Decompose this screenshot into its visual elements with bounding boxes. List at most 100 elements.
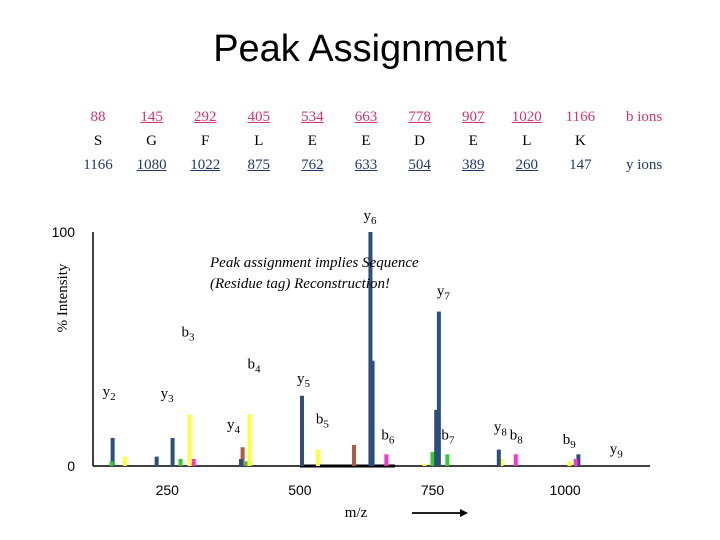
y-ion-peak [300,395,305,466]
y-ion-mass: 147 [569,157,592,173]
x-tick-label: 750 [421,482,445,498]
peak-label-b8: b8 [510,427,524,446]
minor-peak [370,360,375,466]
sequence-cell: 1166 K 147 [550,105,610,177]
sequence-cell: 405 L 875 [229,105,289,177]
b-ion-mass: 292 [193,109,217,125]
peak-label-b7: b7 [441,427,455,446]
b-ion-mass: 907 [461,109,485,125]
minor-peak [154,456,159,466]
y-ion-mass: 1080 [136,157,167,173]
peak-label-y8: y8 [494,420,508,439]
b-ion-peak [513,454,518,466]
annotation-note: Peak assignment implies Sequence (Residu… [210,253,440,295]
y-tick-label: 100 [52,224,76,240]
y-ion-mass: 1022 [190,157,221,173]
minor-peak [434,409,439,466]
residue: L [254,133,264,149]
b-ion-peak [187,414,192,466]
y-ion-mass: 633 [354,157,378,173]
minor-peak [499,458,504,466]
x-axis-label: m/z [345,505,368,521]
b-ion-peak [384,454,389,466]
sequence-cell: 145 G 1080 [122,105,182,177]
x-tick-label: 250 [156,482,180,498]
peak-label-b4: b4 [247,357,261,376]
y-ion-mass: 260 [515,157,539,173]
peak-label-y5: y5 [297,371,311,390]
minor-peak [351,444,356,466]
b-ion-mass: 1020 [511,109,542,125]
y-ion-mass: 875 [247,157,271,173]
x-tick-label: 500 [288,482,312,498]
minor-peak [567,461,572,466]
residue: D [414,133,426,149]
b-ion-peak [247,414,252,466]
sequence-cell: 534 E 762 [282,105,342,177]
y-ion-peak [110,437,115,466]
y-axis-label: % Intensity [55,263,71,332]
y-ion-mass: 1166 [83,157,113,173]
minor-peak [422,463,427,466]
residue: K [574,133,586,149]
y-ion-peak [496,449,501,466]
tick-labels: 250 500 750 1000 0 100 [52,224,581,498]
minor-peak [178,458,183,466]
b-ion-mass: 1166 [565,109,596,125]
minor-peak [191,458,196,466]
b-ion-peak [445,454,450,466]
b-ion-mass: 663 [354,109,378,125]
peak-label-b3: b3 [182,325,196,344]
peak-label-y6: y6 [363,208,377,227]
y-ions-key: y ions [626,157,663,173]
b-ion-mass: 778 [408,109,431,125]
y-ion-mass: 762 [301,157,324,173]
peak-label-y9: y9 [610,442,624,461]
sequence-cell: 778 D 504 [390,105,450,177]
residue: E [361,133,371,149]
minor-peak [240,447,245,466]
b-ion-peak [573,458,578,466]
b-ion-mass: 145 [140,109,163,125]
minor-peak [244,461,249,466]
y-ion-mass: 504 [408,157,431,173]
y-ion-peak [170,437,175,466]
peak-label-b6: b6 [381,427,395,446]
peak-label-y4: y4 [227,417,241,436]
peaks [109,232,581,466]
residue: F [201,133,210,149]
minor-peak [430,451,435,466]
peak-label-b9: b9 [563,432,577,451]
slide-title: Peak Assignment [213,28,507,70]
minor-peak [122,456,127,466]
peak-label-y2: y2 [103,384,116,403]
y-ion-peak [239,458,244,466]
residue: E [468,133,478,149]
sequence-cell: 88 S 1166 [68,105,128,177]
residue: S [93,133,103,149]
y-ion-peak [436,311,441,466]
sequence-cell: 663 E 633 [336,105,396,177]
sequence-cell: 292 F 1022 [175,105,235,177]
b-ion-mass: 534 [301,109,324,125]
b-ion-mass: 88 [90,109,106,125]
residue: G [146,133,158,149]
y-ion-peak [368,232,373,466]
sequence-cell: 907 E 389 [443,105,503,177]
direction-arrow [412,509,468,517]
b-ion-peak [109,461,114,466]
b-ion-peak [315,449,320,466]
minor-peak [576,454,581,466]
residue: E [307,133,317,149]
y-tick-label: 0 [67,458,75,474]
b-ions-key: b ions [626,109,663,125]
y-ion-mass: 389 [461,157,485,173]
residue: L [522,133,532,149]
annotation-line-1: Peak assignment implies Sequence (Residu… [210,255,419,292]
b-ion-mass: 405 [247,109,271,125]
x-tick-label: 1000 [550,482,581,498]
sequence-cell: 1020 L 260 [497,105,557,177]
peak-label-y3: y3 [161,386,175,405]
